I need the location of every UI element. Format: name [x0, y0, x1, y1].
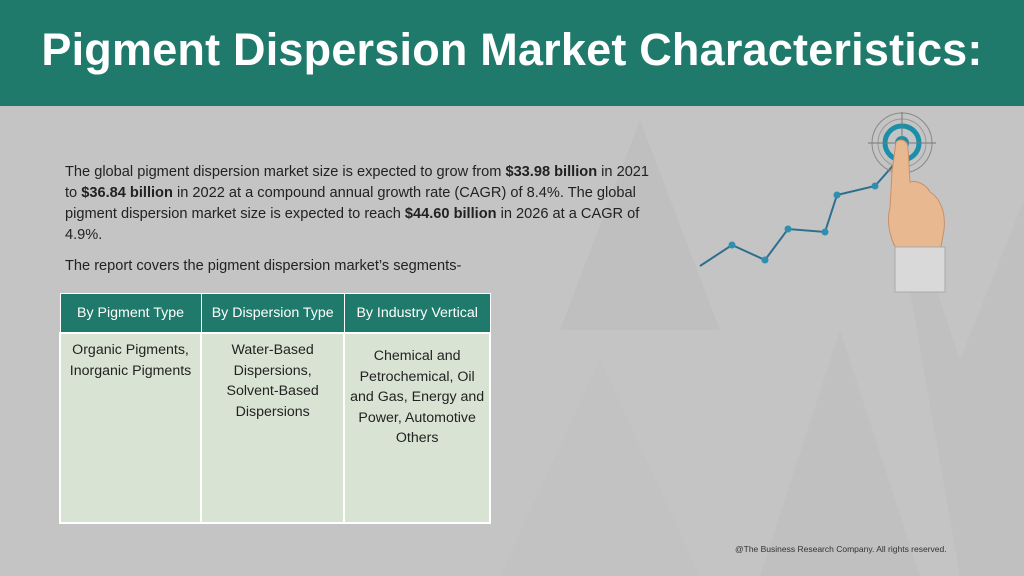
- pointing-hand-icon: [887, 139, 946, 293]
- intro-paragraph: The global pigment dispersion market siz…: [65, 162, 655, 246]
- header-pigment-type: By Pigment Type: [59, 293, 202, 334]
- value-2022: $36.84 billion: [81, 185, 173, 201]
- intro-text-b: in 2021 to: [65, 164, 650, 201]
- cell-pigment-types: Organic Pigments, Inorganic Pigments: [58, 332, 203, 524]
- growth-line-icon: [699, 151, 906, 267]
- cell-dispersion-types: Water-Based Dispersions, Solvent-Based D…: [200, 332, 346, 524]
- segments-intro: The report covers the pigment dispersion…: [65, 258, 462, 274]
- table-header-row: By Pigment Type By Dispersion Type By In…: [59, 293, 491, 334]
- copyright-footer: @The Business Research Company. All righ…: [735, 544, 947, 554]
- table-row: Organic Pigments, Inorganic Pigments Wat…: [58, 332, 491, 524]
- page-title: Pigment Dispersion Market Characteristic…: [41, 24, 983, 75]
- intro-text-c: in 2022 at a compound annual growth rate…: [65, 185, 636, 222]
- header-industry-vertical: By Industry Vertical: [343, 293, 491, 334]
- value-2021: $33.98 billion: [505, 164, 598, 180]
- segments-table: By Pigment Type By Dispersion Type By In…: [58, 293, 491, 524]
- intro-text-d: in 2026 at a CAGR of 4.9%.: [65, 206, 640, 243]
- value-2026: $44.60 billion: [404, 206, 497, 222]
- header-dispersion-type: By Dispersion Type: [200, 293, 345, 334]
- title-bar: Pigment Dispersion Market Characteristic…: [0, 0, 1024, 106]
- intro-text-a: The global pigment dispersion market siz…: [65, 164, 506, 180]
- growth-illustration: [699, 112, 946, 293]
- cell-industry-verticals: Chemical and Petrochemical, Oil and Gas,…: [343, 332, 491, 524]
